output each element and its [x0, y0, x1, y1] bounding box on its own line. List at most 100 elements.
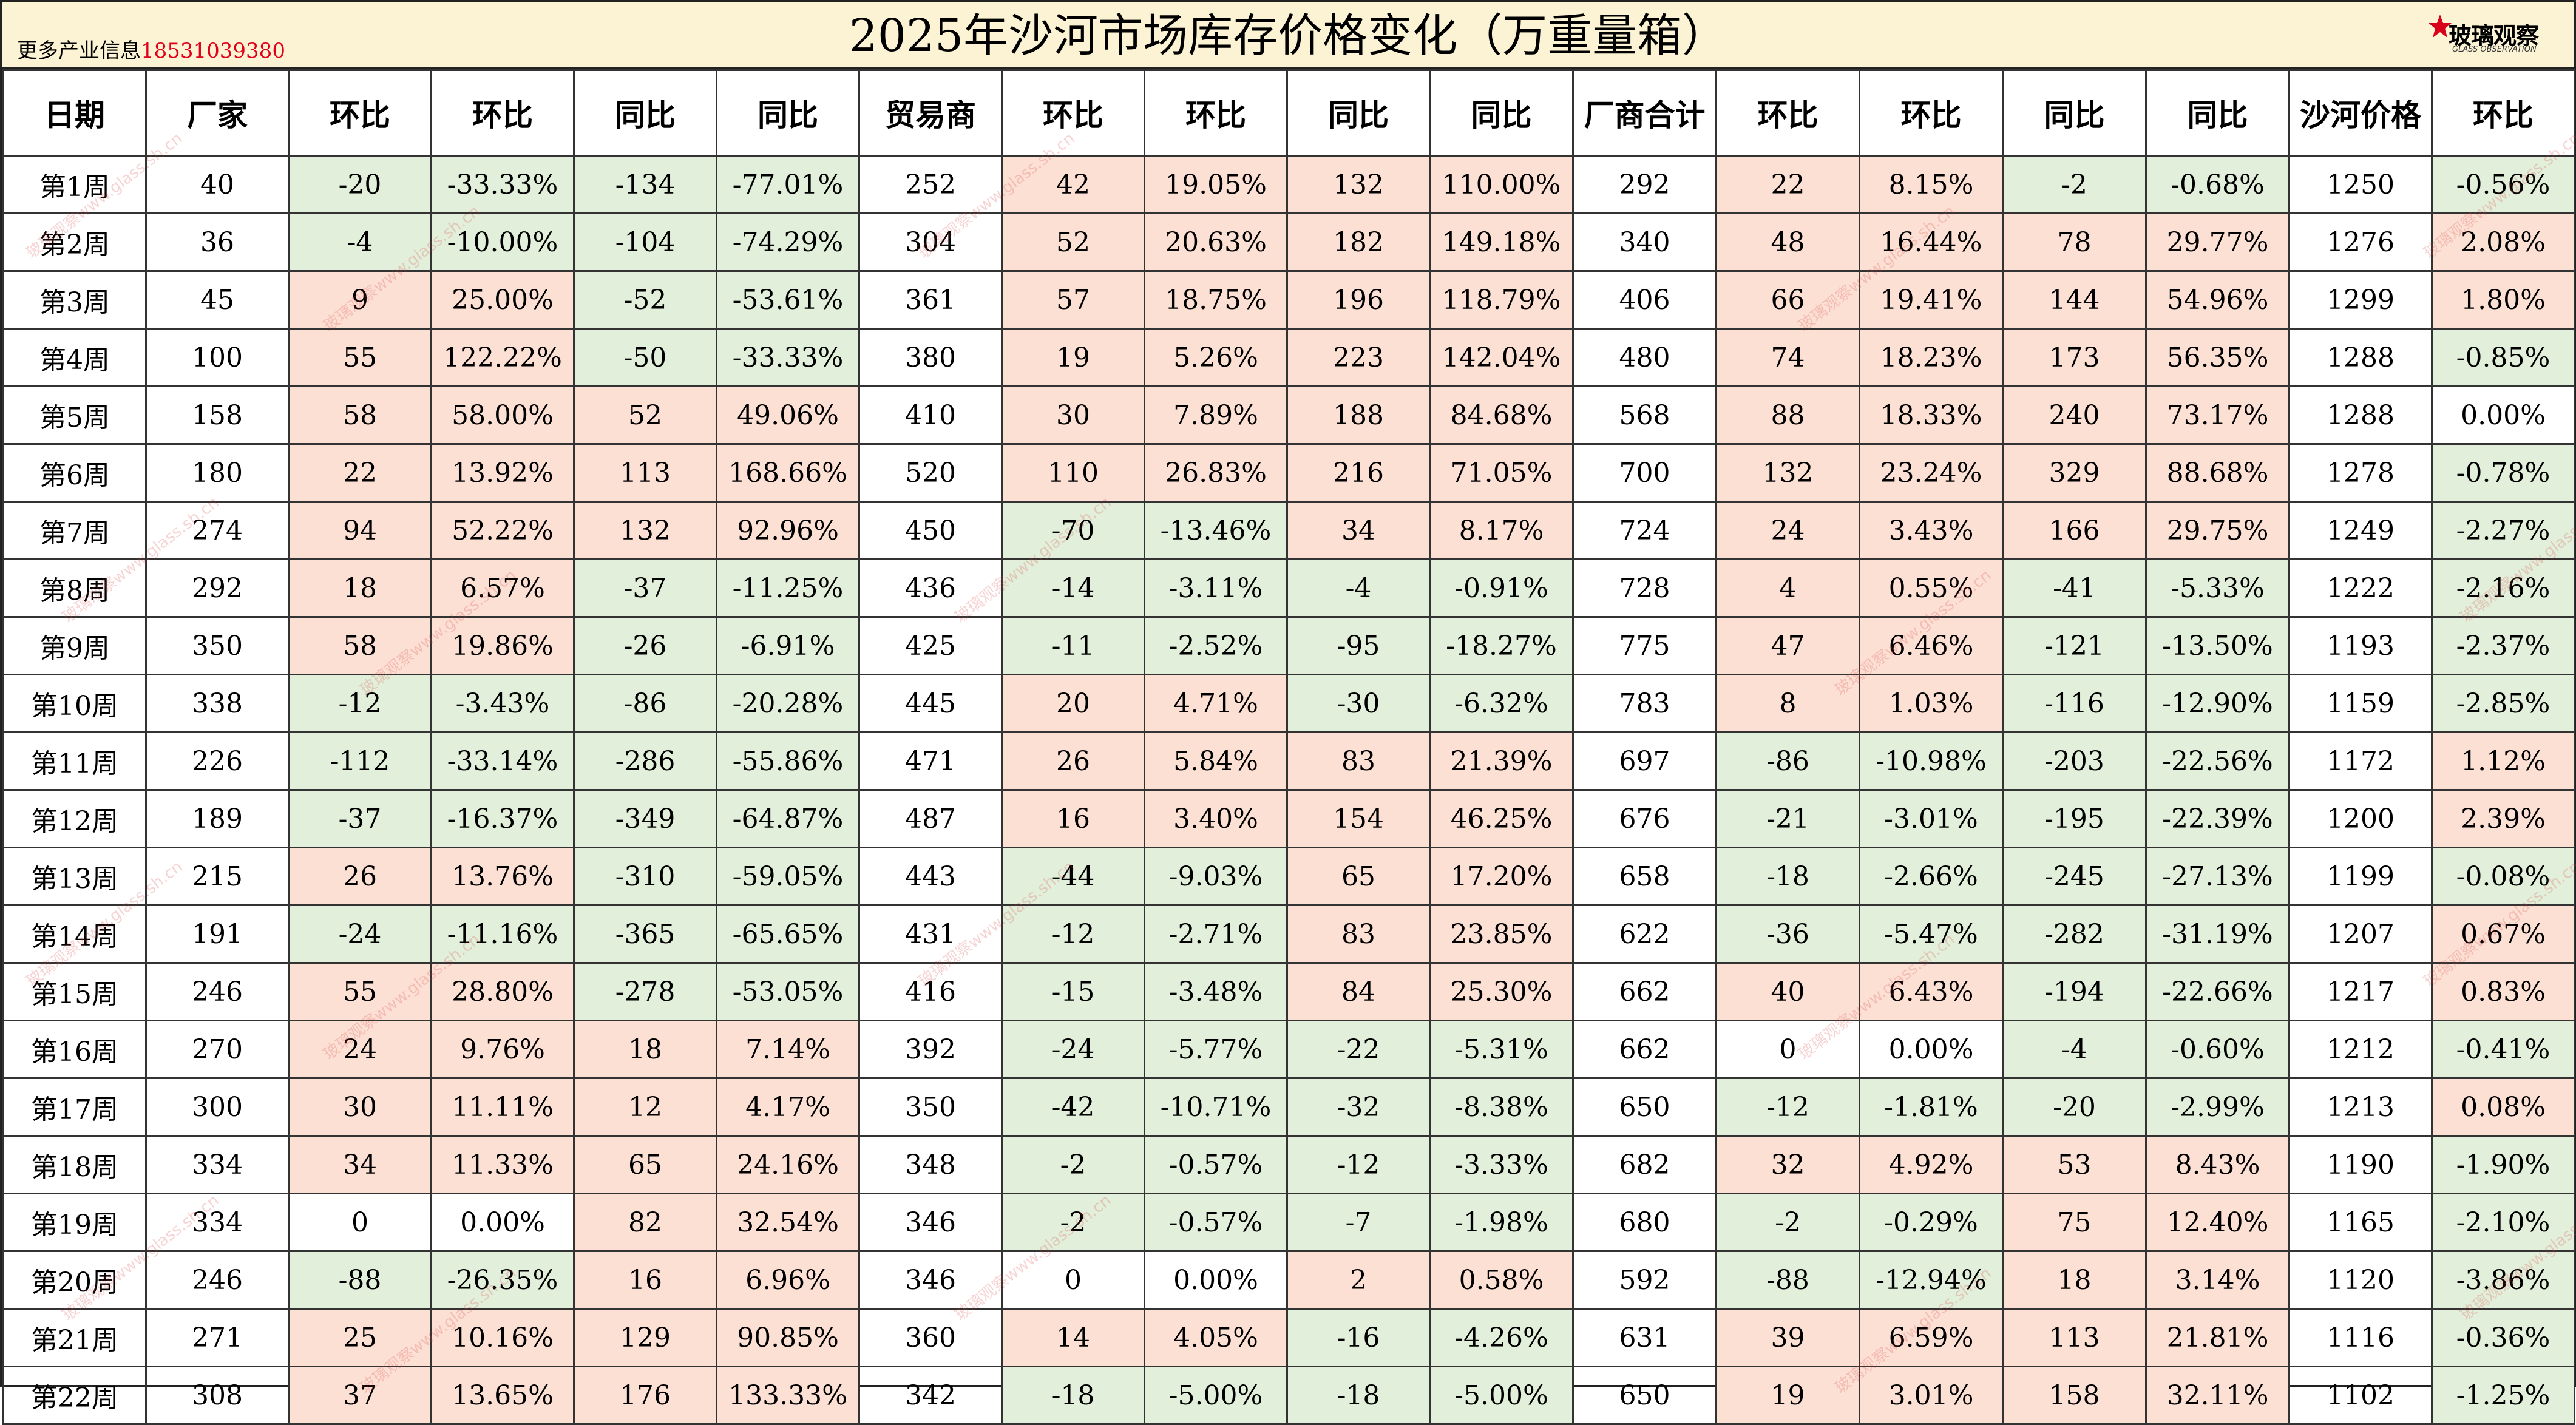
table-cell: 9.76% [430, 1020, 575, 1079]
table-cell: 47 [1715, 616, 1860, 675]
table-cell: -0.41% [2431, 1020, 2575, 1079]
table-cell: 9 [288, 270, 432, 330]
table-cell: 246 [145, 1250, 290, 1310]
table-cell: 650 [1572, 1077, 1717, 1137]
table-cell: 1299 [2288, 270, 2433, 330]
table-cell: -3.33% [1429, 1135, 1574, 1194]
table-cell: -0.60% [2145, 1020, 2290, 1079]
table-cell: 348 [858, 1135, 1003, 1194]
table-cell: 350 [858, 1077, 1003, 1137]
week-cell: 第7周 [2, 501, 147, 560]
table-cell: 8 [1715, 674, 1860, 733]
column-header: 同比 [573, 69, 717, 157]
table-cell: 13.65% [430, 1366, 575, 1425]
table-cell: 0.00% [1144, 1250, 1288, 1310]
table-cell: -0.57% [1144, 1135, 1288, 1194]
table-cell: 113 [2002, 1308, 2147, 1367]
table-cell: 191 [145, 904, 290, 964]
table-cell: 292 [1572, 155, 1717, 214]
table-cell: 39 [1715, 1308, 1860, 1367]
table-cell: 23.24% [1859, 443, 2004, 503]
table-cell: 166 [2002, 501, 2147, 560]
table-cell: -5.77% [1144, 1020, 1288, 1079]
table-cell: 19 [1715, 1366, 1860, 1425]
table-cell: -278 [573, 962, 717, 1021]
contact-phone: 18531039380 [141, 39, 285, 63]
column-header: 同比 [1286, 69, 1431, 157]
table-cell: -50 [573, 328, 717, 387]
week-cell: 第6周 [2, 443, 147, 503]
table-cell: 471 [858, 731, 1003, 791]
column-header: 日期 [2, 69, 147, 157]
table-cell: 78 [2002, 212, 2147, 272]
table-cell: -52 [573, 270, 717, 330]
table-cell: 340 [1572, 212, 1717, 272]
table-cell: 42 [1001, 155, 1145, 214]
table-cell: 142.04% [1429, 328, 1574, 387]
table-cell: -86 [1715, 731, 1860, 791]
table-cell: 18.23% [1859, 328, 2004, 387]
table-cell: -88 [1715, 1250, 1860, 1310]
table-cell: -15 [1001, 962, 1145, 1021]
table-cell: 682 [1572, 1135, 1717, 1194]
table-cell: 34 [288, 1135, 432, 1194]
table-cell: -134 [573, 155, 717, 214]
table-cell: 65 [1286, 847, 1431, 906]
table-row: 第6周 180 22 13.92% 113 168.66% 520 110 26.83% 216 7… [2, 443, 2575, 503]
table-cell: 215 [145, 847, 290, 906]
table-cell: 0.00% [1859, 1020, 2004, 1079]
table-cell: 1250 [2288, 155, 2433, 214]
table-cell: 0.67% [2431, 904, 2575, 964]
table-cell: -16 [1286, 1308, 1431, 1367]
table-cell: 676 [1572, 789, 1717, 848]
table-row: 第15周 246 55 28.80% -278 -53.05% 416 -15 -3.48% 84… [2, 962, 2575, 1021]
table-cell: -2.71% [1144, 904, 1288, 964]
table-cell: -3.11% [1144, 558, 1288, 618]
table-cell: -33.33% [430, 155, 575, 214]
table-row: 第2周 36 -4 -10.00% -104 -74.29% 304 52 20.63% 182 1… [2, 212, 2575, 272]
table-cell: 1222 [2288, 558, 2433, 618]
table-row: 第9周 350 58 19.86% -26 -6.91% 425 -11 -2.52% -95 -1… [2, 616, 2575, 675]
table-cell: 1288 [2288, 385, 2433, 445]
table-row: 第18周 334 34 11.33% 65 24.16% 348 -2 -0.57% -12 -3.… [2, 1135, 2575, 1194]
table-cell: -2.99% [2145, 1077, 2290, 1137]
column-header: 环比 [430, 69, 575, 157]
table-cell: -12 [288, 674, 432, 733]
table-cell: -9.03% [1144, 847, 1288, 906]
table-cell: -95 [1286, 616, 1431, 675]
table-cell: 724 [1572, 501, 1717, 560]
table-cell: -5.31% [1429, 1020, 1574, 1079]
table-cell: -74.29% [716, 212, 860, 272]
table-cell: -30 [1286, 674, 1431, 733]
table-cell: -365 [573, 904, 717, 964]
star-icon [2429, 15, 2452, 38]
table-cell: 480 [1572, 328, 1717, 387]
table-row: 第17周 300 30 11.11% 12 4.17% 350 -42 -10.71% -32 -8… [2, 1077, 2575, 1137]
table-cell: 149.18% [1429, 212, 1574, 272]
week-cell: 第19周 [2, 1193, 147, 1252]
table-cell: 6.46% [1859, 616, 2004, 675]
table-cell: 445 [858, 674, 1003, 733]
table-cell: -195 [2002, 789, 2147, 848]
table-body: 第1周 40 -20 -33.33% -134 -77.01% 252 42 19.05% 132… [2, 155, 2575, 1425]
table-cell: 58.00% [430, 385, 575, 445]
column-header: 环比 [1001, 69, 1145, 157]
table-cell: 22 [1715, 155, 1860, 214]
table-cell: -116 [2002, 674, 2147, 733]
table-cell: 110 [1001, 443, 1145, 503]
table-cell: 19 [1001, 328, 1145, 387]
table-cell: 416 [858, 962, 1003, 1021]
table-cell: 240 [2002, 385, 2147, 445]
table-cell: 300 [145, 1077, 290, 1137]
table-cell: 308 [145, 1366, 290, 1425]
table-cell: -13.50% [2145, 616, 2290, 675]
table-cell: 697 [1572, 731, 1717, 791]
week-cell: 第22周 [2, 1366, 147, 1425]
table-cell: 26.83% [1144, 443, 1288, 503]
table-cell: 361 [858, 270, 1003, 330]
table-cell: 58 [288, 385, 432, 445]
table-cell: -32 [1286, 1077, 1431, 1137]
table-cell: 173 [2002, 328, 2147, 387]
table-cell: -86 [573, 674, 717, 733]
table-cell: -55.86% [716, 731, 860, 791]
